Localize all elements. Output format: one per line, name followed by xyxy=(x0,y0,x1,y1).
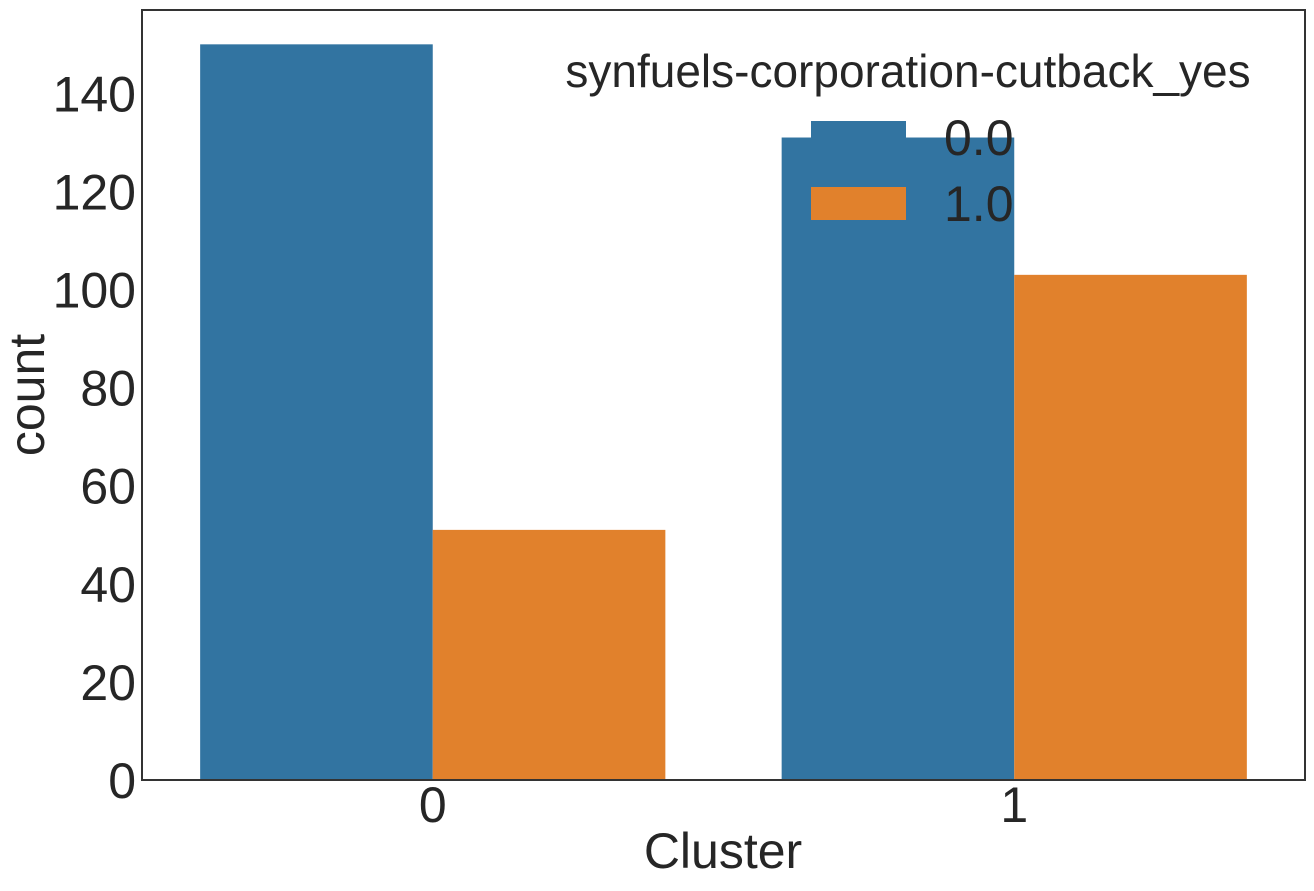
bar-cluster-1-series-1.0 xyxy=(1014,274,1247,780)
legend-items: 0.01.0 xyxy=(811,110,1014,232)
bar-cluster-0-series-1.0 xyxy=(432,529,666,780)
bar-cluster-0-series-0.0 xyxy=(200,44,433,780)
y-tick-label: 140 xyxy=(53,66,136,122)
legend: synfuels-corporation-cutback_yes 0.01.0 xyxy=(565,45,1250,232)
legend-title: synfuels-corporation-cutback_yes xyxy=(565,45,1250,97)
legend-label: 1.0 xyxy=(944,176,1014,232)
y-tick-label: 0 xyxy=(108,753,136,809)
legend-swatch xyxy=(811,187,906,220)
legend-swatch xyxy=(811,121,906,154)
legend-label: 0.0 xyxy=(944,110,1014,166)
y-tick-label: 60 xyxy=(80,459,136,515)
x-tick-label: 1 xyxy=(1000,777,1028,833)
y-tick-label: 20 xyxy=(80,655,136,711)
plot-frame xyxy=(141,9,1306,781)
bars-layer xyxy=(200,44,1247,780)
y-tick-label: 40 xyxy=(80,557,136,613)
y-tick-label: 100 xyxy=(53,263,136,319)
x-tick-label: 0 xyxy=(419,777,447,833)
bar-cluster-1-series-0.0 xyxy=(781,137,1015,780)
y-axis-ticks: 0 20 40 60 80 100 120 140 xyxy=(53,66,136,809)
y-tick-label: 80 xyxy=(80,361,136,417)
y-axis-label: count xyxy=(0,334,55,456)
x-axis-label: Cluster xyxy=(644,823,802,879)
y-tick-label: 120 xyxy=(53,164,136,220)
